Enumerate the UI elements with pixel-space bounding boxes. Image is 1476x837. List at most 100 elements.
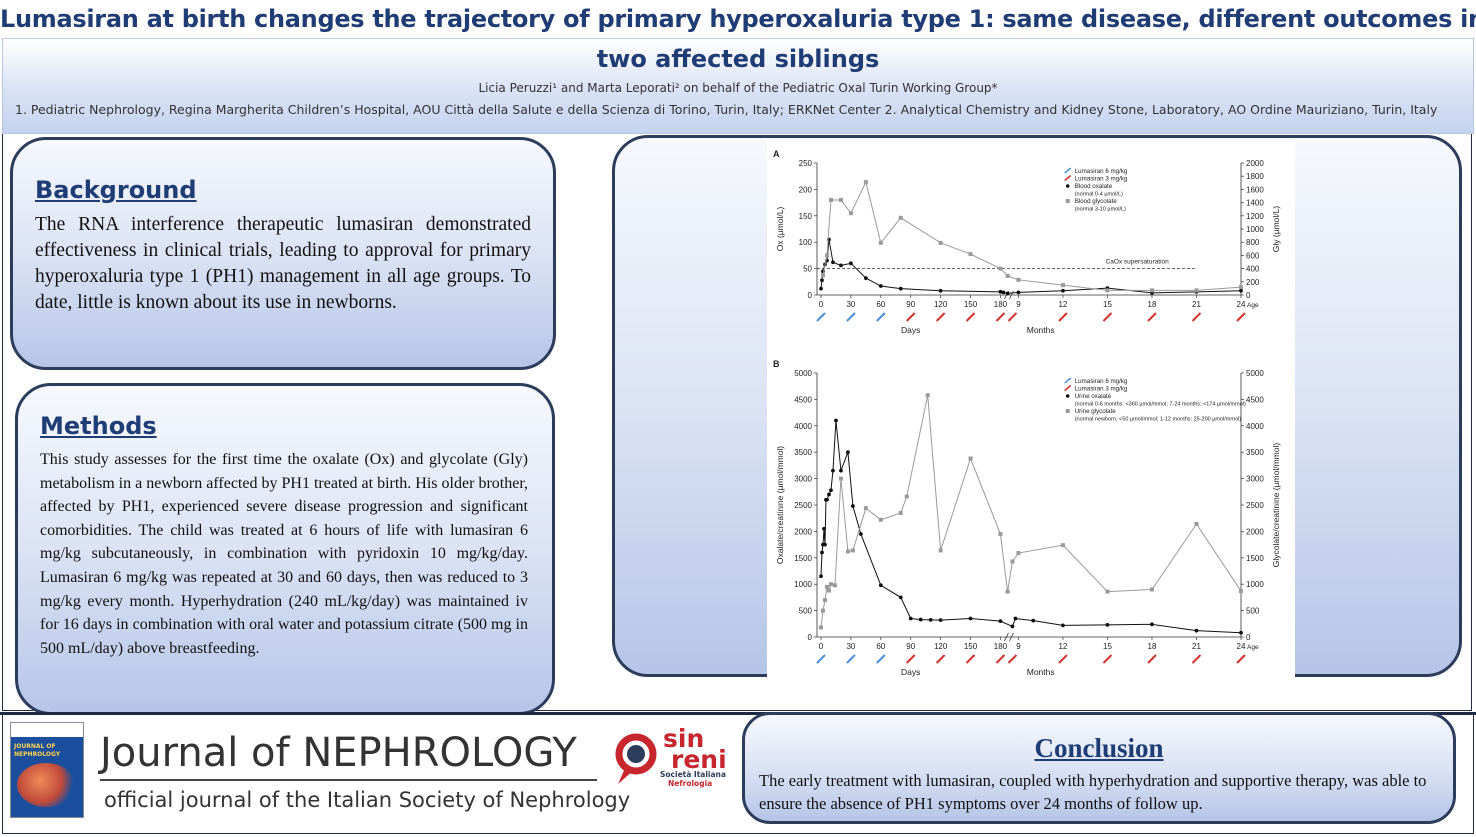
panel-b-point-glycolate [1239,589,1243,594]
panel-a-syringe-icon [1058,312,1068,322]
panel-a-point-oxalate [863,276,868,281]
conclusion-text: The early treatment with lumasiran, coup… [759,771,1427,813]
panel-b-legend-entry: Lumasiran 3 mg/kg [1075,386,1128,393]
panel-b-point-glycolate [822,598,827,603]
panel-a-syringe-icon [935,312,946,322]
sin-subtitle-2: Nefrologia [668,779,713,788]
panel-b-point-oxalate [918,617,923,622]
panel-b-syringe-icon [1191,654,1202,664]
panel-b-axis-break [1009,632,1014,642]
panel-b-ytick-label: 3000 [794,475,812,484]
panel-b-xtick-label: 60 [876,642,885,651]
panel-b-point-glycolate [819,625,823,630]
panel-b-xtick-label: 90 [906,642,915,651]
panel-b-point-glycolate [938,548,943,553]
panel-a-point-oxalate [820,278,824,283]
panel-b-xtick-label: 150 [964,642,978,651]
panel-a-y2tick-label: 1400 [1246,199,1264,208]
panel-a-series-line-blood-oxalate [820,239,1242,294]
panel-a-ytick-label: 0 [808,291,813,300]
panel-a-ylabel: Ox (µmol/L) [775,207,785,252]
figure-svg: A050100150200250020040060080010001200140… [773,149,1281,677]
panel-b-point-oxalate [938,618,943,623]
panel-b-point-glycolate [828,582,833,587]
panel-b-syringe-icon [876,654,886,664]
panel-a-xtick-label: 180 [994,300,1008,309]
panel-b-y2tick-label: 500 [1246,607,1260,616]
methods-title: Methods [40,412,157,440]
panel-a-point-glycolate [1105,288,1110,293]
panel-b-point-oxalate [846,450,850,455]
panel-b-ytick-label: 1500 [794,554,812,563]
content-frame [2,134,1472,711]
cover-header [11,723,83,737]
panel-a-xtick-label: 24 [1237,300,1246,309]
panel-b-y2tick-label: 2000 [1246,527,1264,536]
header-band: two affected siblings Licia Peruzzi¹ and… [2,38,1474,134]
panel-b-point-oxalate [839,468,843,473]
panel-a-xtick-label: 60 [876,300,885,309]
panel-b-y2tick-label: 5000 [1246,369,1264,378]
panel-a-point-oxalate [849,261,853,266]
panel-a-point-glycolate [878,240,883,245]
panel-b-xtick-label: 15 [1103,642,1112,651]
panel-b-syringe-icon [935,654,946,664]
panel-b-age-label: Age [1247,644,1259,651]
panel-a-point-oxalate [831,260,835,265]
conclusion-title: Conclusion [1034,733,1164,763]
panel-a-threshold-annotation: CaOx supersaturation [1106,259,1170,266]
panel-b-legend-syringe-icon [1064,384,1072,392]
panel-b-y2tick-label: 3500 [1246,448,1264,457]
conclusion-card: Conclusion The early treatment with luma… [742,712,1456,824]
panel-b-point-oxalate [908,616,913,621]
panel-b-syringe-icon [1236,654,1246,664]
panel-a-xtick-label: 150 [964,300,978,309]
journal-underline [100,779,597,781]
panel-b-legend-entry: Urine oxalate [1075,393,1112,400]
panel-b-y2tick-label: 3000 [1246,475,1264,484]
panel-b-point-glycolate [904,494,909,499]
panel-a-syringe-icon [876,312,886,322]
panel-b-axis-break [1004,632,1009,642]
panel-a-point-glycolate [898,215,903,220]
reni-word: reni [671,745,727,774]
panel-b-point-glycolate [1060,543,1065,548]
panel-a-xlabel-months: Months [1027,325,1055,335]
panel-a-syringe-icon [1102,312,1113,322]
panel-a-point-glycolate [1239,285,1243,290]
panel-a-y2tick-label: 0 [1246,291,1251,300]
panel-a-point-glycolate [848,211,853,216]
panel-a-xtick-label: 15 [1103,300,1112,309]
panel-a-ytick-label: 100 [799,238,813,247]
panel-a-point-glycolate [824,253,829,258]
panel-a-syringe-icon [965,312,976,322]
panel-b-point-oxalate [858,532,863,536]
panel-b-legend-entry: Lumasiran 6 mg/kg [1075,378,1128,385]
panel-b-legend-syringe-icon [1064,377,1072,384]
panel-a-syringe-icon [1147,312,1157,322]
panel-a-series-line-blood-glycolate [822,180,1242,291]
panel-b-ytick-label: 2000 [794,527,812,536]
panel-b-xtick-label: 9 [1016,642,1021,651]
panel-b-point-glycolate [863,506,868,511]
authors: Licia Peruzzi¹ and Marta Leporati² on be… [478,81,998,95]
panel-a-xtick-label: 0 [819,300,824,309]
panel-b-legend-glycolate-marker [1065,409,1070,413]
background-text: The RNA interference therapeutic lumasir… [35,214,531,313]
panel-a-point-oxalate [898,286,903,291]
panel-b-point-glycolate [1149,587,1154,592]
panel-a-y2tick-label: 1000 [1246,225,1264,234]
panel-a-ytick-label: 150 [799,212,813,221]
panel-b-ytick-label: 500 [799,607,813,616]
panel-b-label: B [773,359,780,369]
panel-b-point-oxalate [928,617,933,622]
panel-b-xlabel-days: Days [901,667,920,677]
panel-b-ylabel: Oxalate/creatinine (µmol/mmol) [775,446,785,564]
panel-a-y2tick-label: 1600 [1246,185,1264,194]
panel-a-legend-syringe-icon [1064,174,1072,182]
panel-a-legend-entry: (normal 0-4 µmol/L) [1075,192,1123,198]
panel-b-ytick-label: 4000 [794,422,812,431]
panel-b-point-oxalate [898,595,903,600]
panel-b-point-glycolate [820,608,825,613]
panel-b-legend-entry: (normal newborn: <50 µmol/mmol; 1-12 mon… [1075,417,1242,423]
